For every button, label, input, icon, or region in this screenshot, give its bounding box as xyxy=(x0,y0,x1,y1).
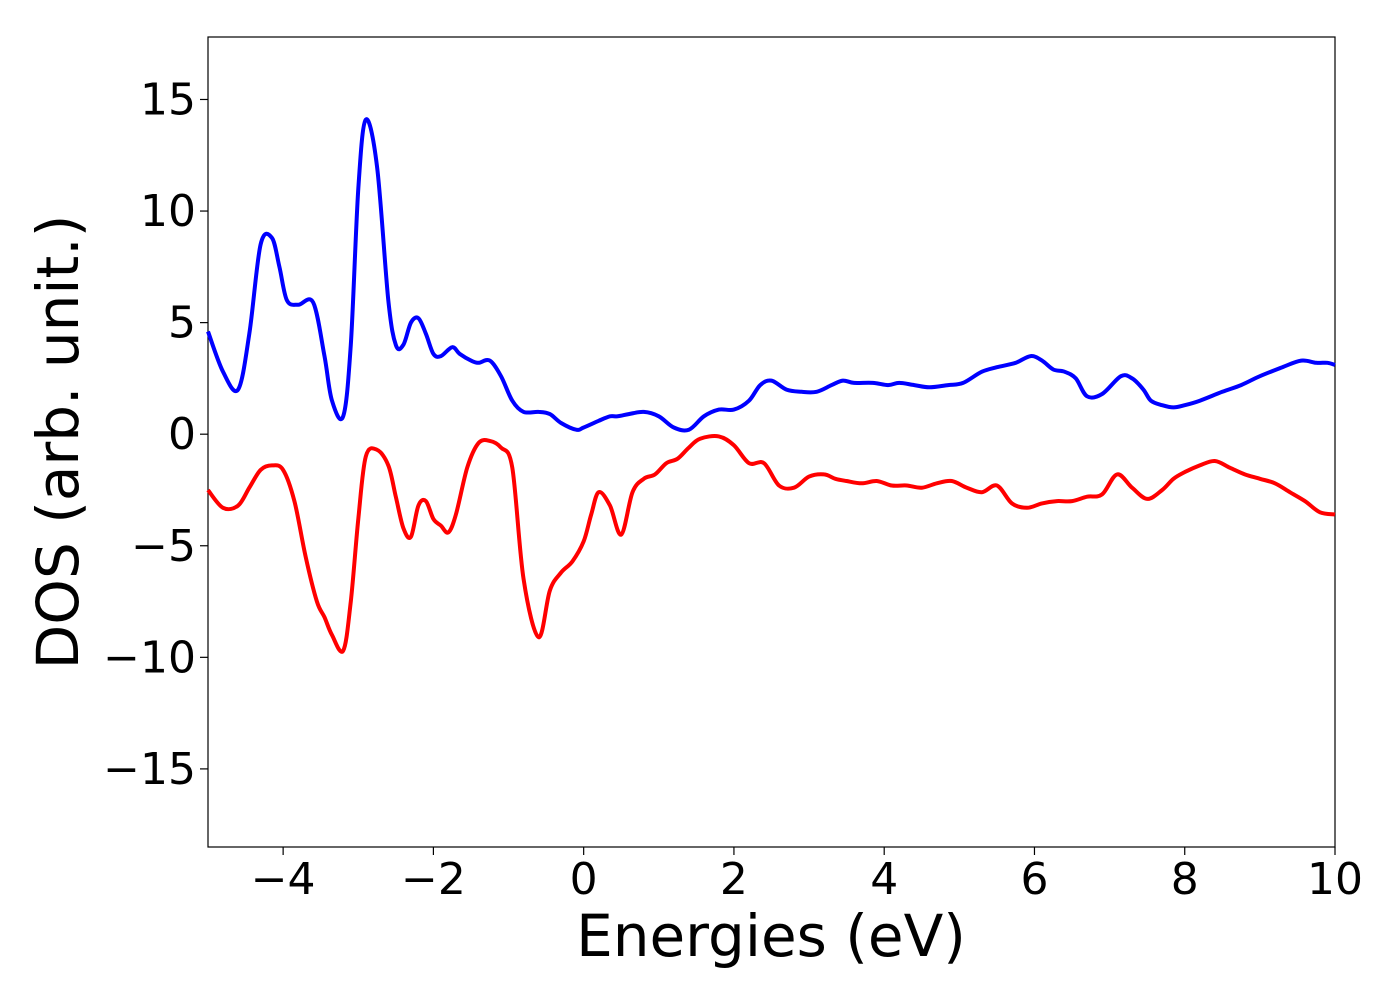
x-axis-ticks: −4 −2 0 2 4 6 8 10 xyxy=(251,847,1363,905)
x-tick-label: 6 xyxy=(1020,854,1048,905)
series-line-2 xyxy=(206,434,1336,654)
y-axis-title: DOS (arb. unit.) xyxy=(24,215,92,670)
y-tick-label: 10 xyxy=(140,186,196,237)
y-tick-label: 15 xyxy=(140,74,196,125)
y-tick-label: −10 xyxy=(103,632,196,683)
x-tick-label: −2 xyxy=(401,854,466,905)
x-axis-title: Energies (eV) xyxy=(576,902,966,970)
series-line-1 xyxy=(206,117,1336,433)
y-tick-label: 5 xyxy=(168,298,196,349)
y-tick-label: −15 xyxy=(103,744,196,795)
x-tick-label: 0 xyxy=(570,854,598,905)
y-axis-ticks: −15 −10 −5 0 5 10 15 xyxy=(103,74,208,795)
y-tick-label: −5 xyxy=(131,521,196,572)
y-tick-label: 0 xyxy=(168,409,196,460)
series-layer xyxy=(206,117,1336,654)
x-tick-label: 10 xyxy=(1307,854,1363,905)
plot-area xyxy=(207,36,1336,848)
x-tick-label: 8 xyxy=(1171,854,1199,905)
x-tick-label: 2 xyxy=(720,854,748,905)
x-tick-label: 4 xyxy=(870,854,898,905)
x-tick-label: −4 xyxy=(251,854,316,905)
